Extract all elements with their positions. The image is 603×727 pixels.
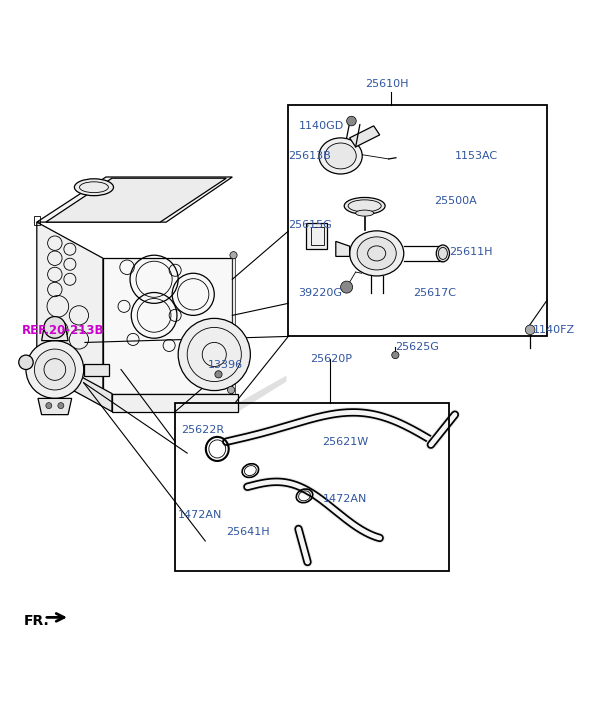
- Text: 25617C: 25617C: [413, 288, 456, 298]
- Ellipse shape: [350, 231, 404, 276]
- Ellipse shape: [74, 179, 113, 196]
- Polygon shape: [37, 222, 103, 393]
- Text: 25620P: 25620P: [311, 354, 353, 364]
- Polygon shape: [232, 258, 235, 393]
- Text: 1140FZ: 1140FZ: [533, 326, 575, 335]
- Text: 1472AN: 1472AN: [323, 494, 367, 504]
- Ellipse shape: [319, 138, 362, 174]
- Text: 1472AN: 1472AN: [178, 510, 223, 520]
- Text: 25621W: 25621W: [323, 437, 369, 446]
- Polygon shape: [103, 258, 232, 393]
- Circle shape: [178, 318, 250, 390]
- Polygon shape: [42, 327, 68, 341]
- Bar: [311, 227, 324, 245]
- Text: 39220G: 39220G: [298, 288, 343, 298]
- Circle shape: [44, 316, 66, 338]
- Polygon shape: [84, 364, 109, 376]
- Polygon shape: [37, 177, 232, 222]
- Circle shape: [58, 403, 64, 409]
- Polygon shape: [46, 358, 112, 411]
- Bar: [306, 223, 327, 249]
- Circle shape: [19, 355, 33, 369]
- Circle shape: [215, 371, 222, 378]
- Text: 25500A: 25500A: [434, 196, 476, 206]
- Polygon shape: [38, 398, 72, 414]
- Text: FR.: FR.: [24, 614, 49, 628]
- Text: 25613B: 25613B: [288, 151, 331, 161]
- Ellipse shape: [344, 198, 385, 214]
- Ellipse shape: [325, 143, 356, 169]
- Circle shape: [525, 325, 535, 334]
- Circle shape: [26, 341, 84, 398]
- Polygon shape: [43, 369, 286, 411]
- Circle shape: [34, 349, 75, 390]
- Bar: [288, 105, 547, 337]
- Text: 25611H: 25611H: [449, 247, 493, 257]
- Circle shape: [230, 252, 237, 259]
- Circle shape: [46, 403, 52, 409]
- Polygon shape: [46, 178, 226, 222]
- Text: 25625G: 25625G: [395, 342, 438, 352]
- Text: 25622R: 25622R: [181, 425, 224, 435]
- Ellipse shape: [356, 210, 374, 216]
- Text: 25615G: 25615G: [288, 220, 332, 230]
- Text: 1153AC: 1153AC: [455, 151, 498, 161]
- Polygon shape: [112, 393, 238, 411]
- Circle shape: [347, 116, 356, 126]
- Circle shape: [227, 386, 235, 393]
- Polygon shape: [336, 241, 350, 257]
- Text: 25641H: 25641H: [226, 527, 270, 537]
- Text: 25610H: 25610H: [365, 79, 408, 89]
- Text: 1140GD: 1140GD: [298, 121, 344, 131]
- Text: 13396: 13396: [208, 360, 244, 370]
- Circle shape: [392, 351, 399, 358]
- Circle shape: [49, 386, 57, 393]
- Polygon shape: [350, 126, 380, 147]
- Text: REF.20-213B: REF.20-213B: [22, 324, 104, 337]
- Ellipse shape: [436, 245, 449, 262]
- Circle shape: [341, 281, 353, 293]
- Bar: [175, 403, 449, 571]
- Ellipse shape: [357, 237, 396, 270]
